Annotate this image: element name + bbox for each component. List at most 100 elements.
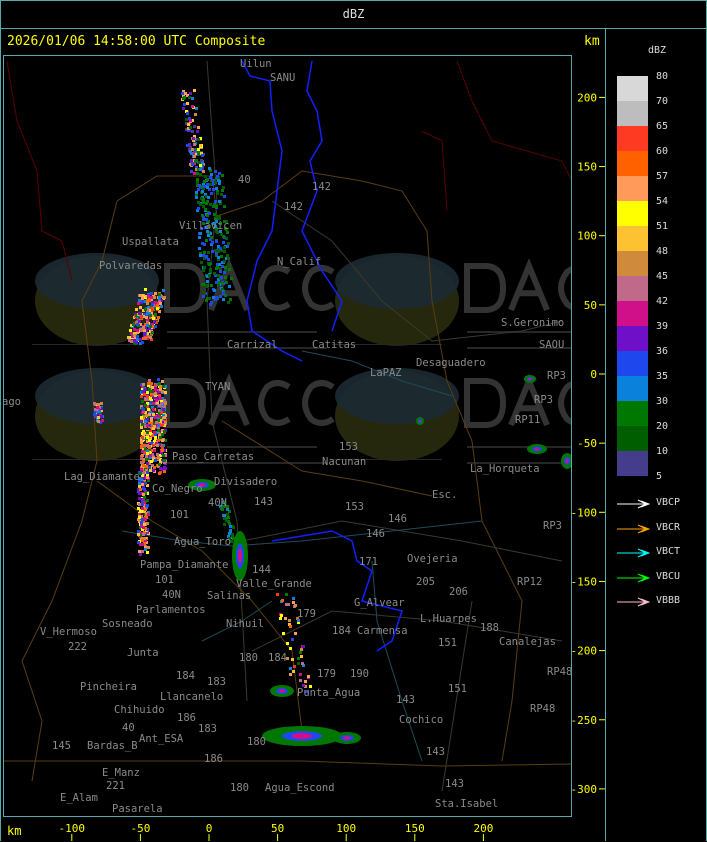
radar-echo <box>214 170 217 173</box>
radar-echo <box>211 179 214 182</box>
radar-echo <box>206 183 209 186</box>
radar-echo <box>157 456 160 459</box>
window-title: dBZ <box>342 7 365 21</box>
radar-echo <box>133 339 136 342</box>
radar-echo <box>100 415 103 418</box>
radar-legend-label: VBCR <box>656 521 681 533</box>
radar-echo <box>226 245 229 248</box>
radar-echo <box>158 390 161 393</box>
radar-echo <box>209 232 212 235</box>
radar-echo <box>142 408 145 411</box>
radar-echo <box>146 551 149 554</box>
radar-echo <box>150 422 153 425</box>
radar-echo <box>149 432 152 435</box>
legend-swatch <box>617 101 648 126</box>
radar-echo <box>149 385 152 388</box>
radar-map[interactable]: Uilun SANU 40 142 142 Villavicen Uspallata Polv… <box>3 55 572 817</box>
radar-echo-cell <box>198 483 206 487</box>
place-label: 183 <box>198 723 217 735</box>
radar-echo <box>143 523 146 526</box>
radar-echo <box>222 186 225 189</box>
place-label: Ovejeria <box>407 553 458 565</box>
radar-echo <box>204 208 207 211</box>
radar-echo <box>156 397 159 400</box>
radar-legend-label: VBBB <box>656 595 681 606</box>
place-label: Nacunan <box>322 456 366 468</box>
radar-echo <box>297 657 300 660</box>
place-label: 143 <box>254 496 273 508</box>
radar-echo <box>154 301 157 304</box>
radar-echo <box>204 226 207 229</box>
radar-panel: 2026/01/06 14:58:00 UTC Composite km Uil… <box>0 28 606 841</box>
radar-echo <box>201 214 204 217</box>
radar-echo <box>210 243 213 246</box>
radar-echo <box>154 416 157 419</box>
radar-echo <box>158 434 161 437</box>
x-tick-label: 150 <box>405 822 425 835</box>
radar-echo <box>138 485 141 488</box>
radar-echo <box>220 276 223 279</box>
radar-echo <box>219 202 222 205</box>
radar-echo <box>149 411 152 414</box>
radar-echo <box>141 462 144 465</box>
radar-echo <box>132 323 135 326</box>
radar-echo <box>141 500 144 503</box>
radar-echo <box>146 473 149 476</box>
radar-echo <box>142 328 145 331</box>
place-label: Bardas_B <box>87 740 138 752</box>
radar-echo <box>223 271 226 274</box>
radar-echo <box>150 327 153 330</box>
radar-echo <box>144 539 147 542</box>
radar-echo <box>184 92 187 95</box>
radar-echo <box>203 292 206 295</box>
radar-echo <box>158 404 161 407</box>
radar-echo <box>225 281 228 284</box>
x-tick-label: 0 <box>206 822 213 835</box>
place-label: 40 <box>238 174 251 186</box>
radar-echo <box>289 625 292 628</box>
radar-echo <box>130 324 133 327</box>
radar-echo <box>202 295 205 298</box>
radar-echo <box>198 184 201 187</box>
radar-echo <box>153 466 156 469</box>
radar-echo <box>139 342 142 345</box>
radar-echo <box>145 455 148 458</box>
radar-echo <box>142 472 145 475</box>
radar-echo <box>138 299 141 302</box>
radar-echo <box>209 183 212 186</box>
radar-echo <box>150 305 153 308</box>
radar-echo <box>146 319 149 322</box>
radar-echo <box>143 451 146 454</box>
radar-echo <box>183 96 186 99</box>
place-label: 171 <box>359 556 378 568</box>
place-label: 206 <box>449 586 468 598</box>
radar-echo <box>130 340 133 343</box>
place-label: 101 <box>170 509 189 521</box>
radar-echo <box>144 388 147 391</box>
radar-echo <box>146 420 149 423</box>
radar-echo <box>197 168 200 171</box>
radar-echo <box>157 439 160 442</box>
radar-echo <box>207 258 210 261</box>
radar-echo <box>162 289 165 292</box>
radar-echo <box>194 113 197 116</box>
radar-echo <box>142 460 145 463</box>
radar-echo <box>222 505 225 508</box>
legend-level-label: 36 <box>656 346 669 357</box>
radar-echo <box>186 94 189 97</box>
y-tick-label: 100 <box>577 230 597 243</box>
radar-echo <box>148 311 151 314</box>
place-label: Salinas <box>207 590 251 602</box>
radar-echo <box>97 420 100 423</box>
radar-echo <box>164 385 167 388</box>
radar-echo <box>143 432 146 435</box>
radar-echo <box>164 439 167 442</box>
radar-echo <box>195 148 198 151</box>
map-boundary-line <box>441 600 473 792</box>
radar-echo <box>161 421 164 424</box>
radar-echo <box>140 383 143 386</box>
radar-echo <box>146 504 149 507</box>
radar-echo <box>145 541 148 544</box>
radar-arrow-icon <box>617 573 650 582</box>
radar-echo <box>156 304 159 307</box>
